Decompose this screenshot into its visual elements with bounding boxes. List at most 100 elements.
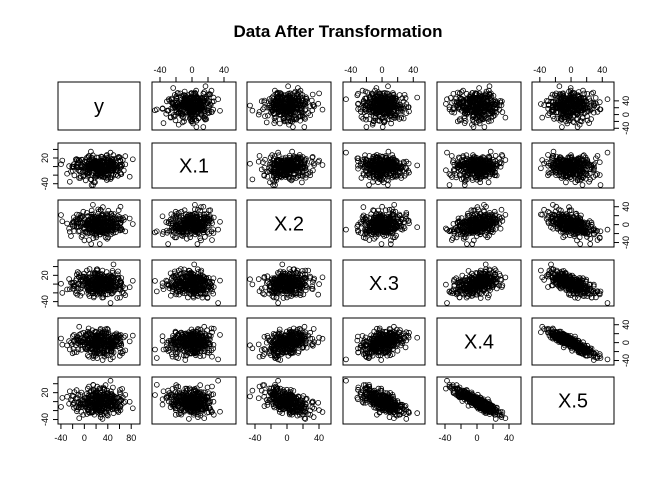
point	[596, 159, 603, 166]
point	[316, 90, 322, 97]
point	[249, 176, 256, 183]
point	[165, 241, 171, 247]
point	[217, 219, 223, 225]
point	[378, 241, 385, 247]
point	[414, 162, 421, 169]
diagonal-label: X.2	[274, 214, 304, 236]
point	[174, 90, 181, 97]
point	[319, 162, 326, 168]
point	[207, 91, 214, 98]
point	[217, 108, 223, 114]
point	[188, 115, 195, 122]
panel-y-vs-X.2	[246, 81, 332, 131]
panel-X.2-vs-X.4	[436, 199, 522, 248]
point	[193, 124, 200, 130]
point	[204, 92, 211, 99]
panel-X.2-vs-X.1	[151, 199, 237, 248]
point	[363, 124, 370, 130]
panel-y-vs-y: y	[57, 81, 141, 131]
point	[64, 220, 70, 227]
point	[184, 98, 190, 104]
point	[301, 124, 308, 130]
point	[308, 97, 315, 104]
point	[66, 225, 72, 232]
point	[208, 109, 215, 115]
point	[159, 106, 166, 112]
panel-X.2-vs-X.3	[342, 199, 426, 248]
point	[309, 91, 316, 98]
point	[193, 117, 200, 124]
point	[285, 83, 291, 89]
point	[443, 167, 449, 174]
point	[481, 124, 488, 130]
point	[299, 179, 305, 186]
point	[202, 83, 209, 89]
point	[263, 119, 270, 126]
point	[200, 102, 207, 108]
point	[249, 107, 256, 114]
point	[126, 173, 133, 180]
point	[476, 85, 482, 91]
point	[193, 87, 199, 94]
point	[579, 182, 586, 188]
point	[130, 156, 136, 163]
point	[130, 221, 136, 227]
panel-y-vs-X.4	[436, 81, 522, 131]
point	[262, 113, 268, 119]
panel-X.1-vs-X.4	[436, 142, 522, 189]
point	[590, 89, 596, 96]
point	[188, 108, 195, 115]
point	[597, 182, 604, 188]
point	[193, 102, 200, 109]
point	[281, 117, 288, 124]
point	[81, 237, 88, 244]
panel-X.2-vs-y	[57, 199, 141, 248]
point	[497, 225, 504, 232]
point	[255, 111, 262, 118]
point	[379, 124, 386, 130]
point	[167, 114, 174, 121]
point	[539, 114, 545, 121]
point	[272, 114, 279, 121]
point	[170, 85, 177, 91]
panel-y-vs-X.5	[531, 81, 615, 131]
point	[384, 182, 391, 188]
point	[385, 83, 391, 89]
point	[414, 94, 421, 101]
point	[360, 204, 367, 210]
point	[192, 202, 198, 208]
point	[247, 160, 253, 167]
point	[173, 97, 179, 104]
point	[538, 101, 544, 107]
point	[172, 117, 179, 124]
panel-frame	[57, 81, 141, 131]
point	[391, 202, 398, 208]
point	[265, 112, 271, 119]
point	[485, 179, 492, 186]
point	[366, 182, 372, 188]
point	[563, 179, 569, 186]
point	[159, 213, 166, 220]
point	[202, 115, 208, 122]
point	[188, 112, 195, 119]
point	[343, 149, 349, 156]
point	[270, 99, 277, 106]
chart-title: Data After Transformation	[233, 22, 442, 41]
point	[215, 226, 221, 233]
point	[316, 157, 322, 164]
panel-y-vs-X.3	[342, 81, 426, 131]
point	[97, 241, 103, 247]
point	[201, 115, 207, 121]
point	[444, 149, 450, 156]
point	[319, 106, 326, 113]
point	[487, 148, 494, 155]
point	[202, 234, 208, 240]
point	[71, 172, 78, 179]
point	[343, 96, 349, 102]
point	[67, 179, 73, 185]
point	[556, 83, 563, 89]
point	[498, 206, 505, 213]
point	[256, 153, 263, 159]
point	[197, 97, 204, 104]
